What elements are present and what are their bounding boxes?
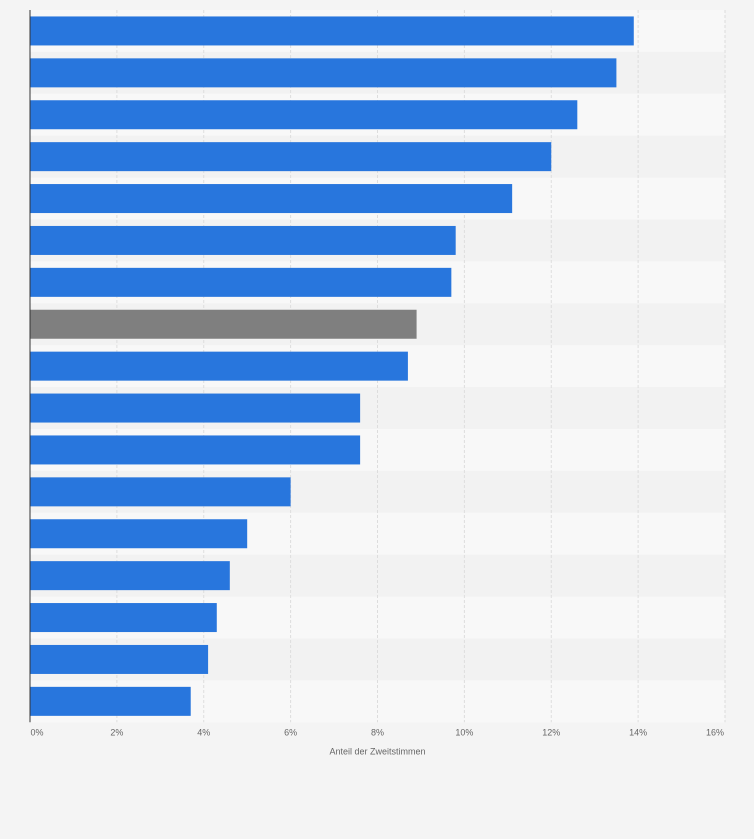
bar bbox=[30, 267, 452, 297]
x-tick-label: 16% bbox=[706, 727, 724, 737]
bar bbox=[30, 686, 191, 716]
x-tick-label: 0% bbox=[30, 727, 43, 737]
bar bbox=[30, 477, 291, 507]
bar bbox=[30, 603, 217, 633]
bar bbox=[30, 644, 209, 674]
x-tick-label: 10% bbox=[455, 727, 473, 737]
bar bbox=[30, 184, 513, 214]
bar bbox=[30, 225, 456, 255]
x-tick-label: 6% bbox=[284, 727, 297, 737]
bar bbox=[30, 351, 408, 381]
bar-highlight bbox=[30, 309, 417, 339]
x-tick-labels: 0% 2% 4% 6% 8% 10% 12% 14% 16% bbox=[30, 727, 724, 737]
bars bbox=[30, 16, 634, 716]
x-tick-label: 8% bbox=[371, 727, 384, 737]
bar bbox=[30, 16, 634, 46]
x-tick-label: 4% bbox=[197, 727, 210, 737]
bar bbox=[30, 435, 361, 465]
x-axis-title: Anteil der Zweitstimmen bbox=[329, 746, 425, 756]
x-tick-label: 2% bbox=[110, 727, 123, 737]
bar bbox=[30, 393, 361, 423]
x-tick-label: 12% bbox=[542, 727, 560, 737]
bar bbox=[30, 58, 617, 88]
x-tick-label: 14% bbox=[629, 727, 647, 737]
bar bbox=[30, 100, 578, 130]
bar bbox=[30, 561, 230, 591]
bar bbox=[30, 519, 248, 549]
bar bbox=[30, 142, 552, 172]
